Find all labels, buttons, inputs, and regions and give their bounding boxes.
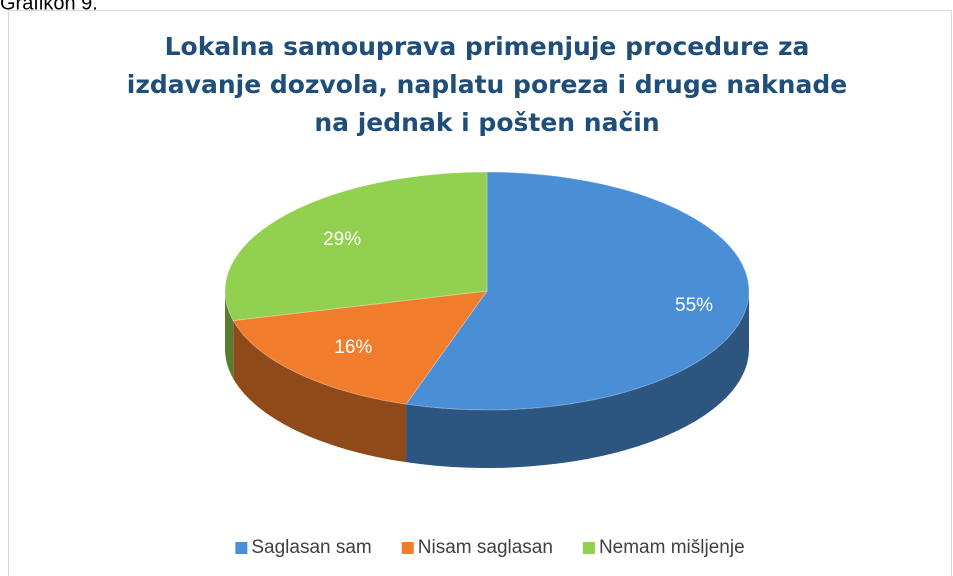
slice-side (406, 291, 749, 468)
legend-swatch (401, 542, 414, 554)
data-label: 29% (323, 229, 361, 250)
chart-title: Lokalna samouprava primenjuje procedure … (165, 32, 810, 61)
legend-swatch (235, 542, 248, 554)
data-label: 55% (675, 295, 713, 316)
slice (405, 171, 750, 411)
chart-title: na jednak i pošten način (314, 108, 659, 137)
data-label: 16% (334, 337, 372, 358)
slice-side (233, 320, 407, 463)
caption: Grafikon 9. (0, 0, 98, 14)
legend-label: Nisam saglasan (418, 537, 553, 558)
slice-side (225, 291, 234, 379)
chart-title: izdavanje dozvola, naplatu poreza i drug… (127, 70, 847, 99)
legend-label: Nemam mišljenje (599, 537, 745, 558)
legend-swatch (582, 542, 595, 554)
slice (232, 290, 489, 405)
legend-label: Saglasan sam (251, 537, 371, 558)
slice (224, 171, 488, 322)
